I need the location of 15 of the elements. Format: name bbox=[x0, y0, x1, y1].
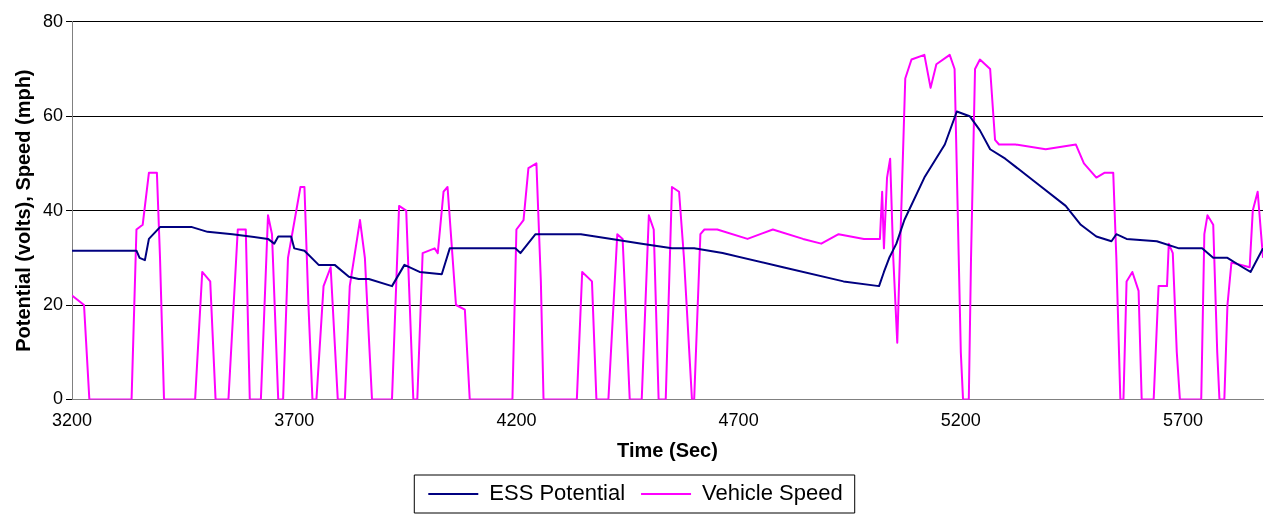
y-tick-label: 0 bbox=[53, 388, 64, 409]
x-tick-label: 5200 bbox=[940, 410, 981, 431]
x-tick-label: 3200 bbox=[52, 410, 93, 431]
y-tick-label: 80 bbox=[42, 10, 64, 31]
y-tick-label: 60 bbox=[42, 105, 64, 126]
y-tick-label: 40 bbox=[42, 199, 64, 220]
y-tick-label: 20 bbox=[42, 293, 64, 314]
x-tick-label: 3700 bbox=[274, 410, 315, 431]
x-tick-label: 5700 bbox=[1162, 410, 1204, 431]
legend-label: ESS Potential bbox=[489, 480, 626, 506]
y-axis-title: Potential (volts), Speed (mph) bbox=[11, 69, 34, 352]
legend-label: Vehicle Speed bbox=[702, 480, 843, 506]
x-axis-title: Time (Sec) bbox=[617, 438, 718, 461]
x-tick-label: 4700 bbox=[718, 410, 759, 431]
x-tick-label: 4200 bbox=[496, 410, 537, 431]
